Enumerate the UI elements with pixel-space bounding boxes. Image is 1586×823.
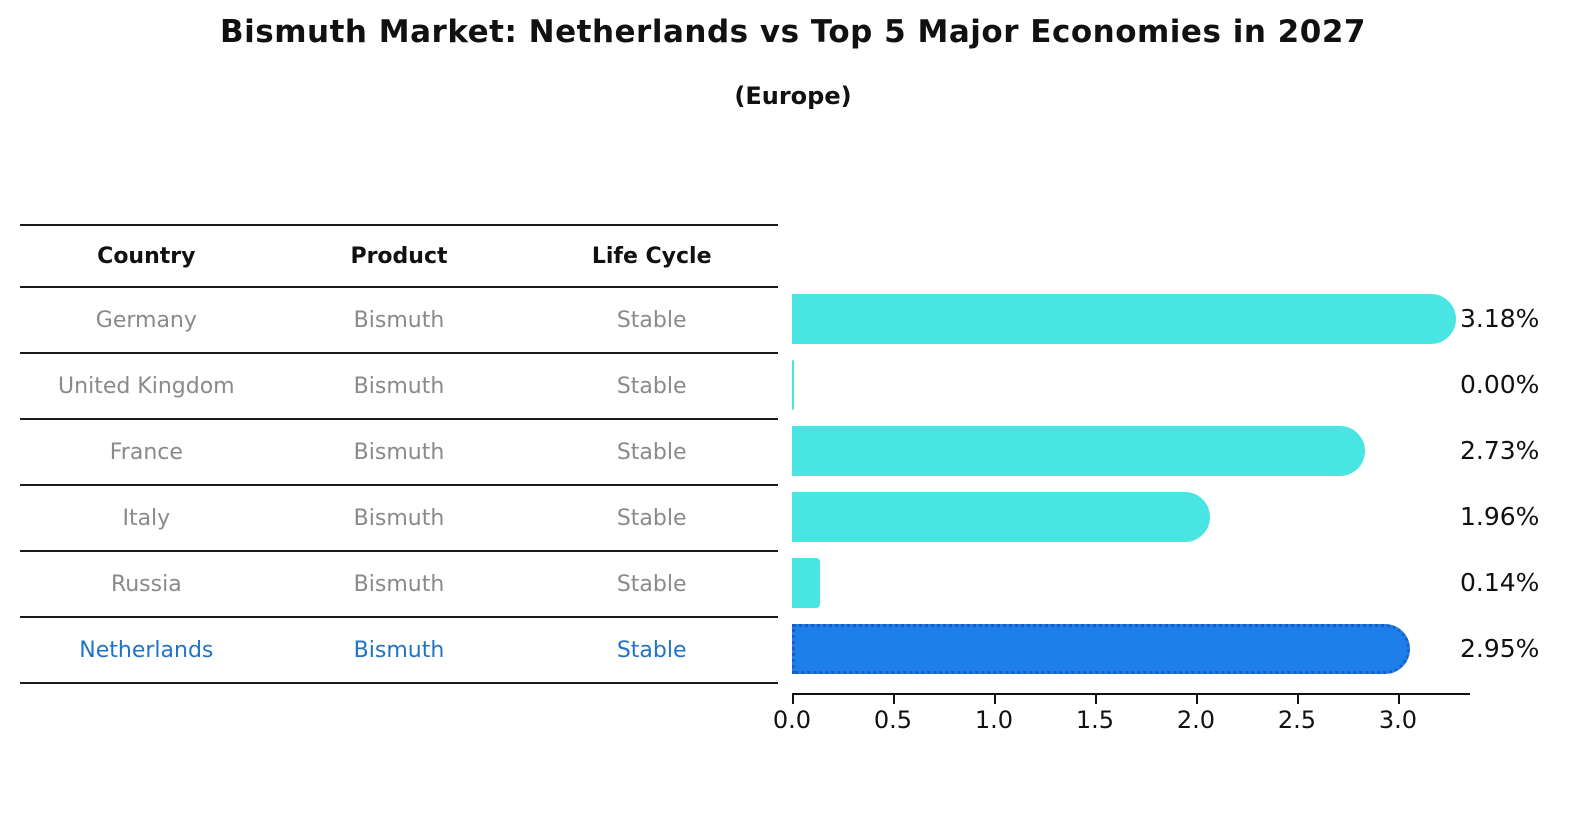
bar-value-label: 0.14% xyxy=(1460,568,1540,597)
table-row: United Kingdom Bismuth Stable xyxy=(20,354,778,420)
product-cell: Bismuth xyxy=(353,307,445,333)
product-cell: Bismuth xyxy=(353,373,445,399)
x-axis-tick-label: 1.0 xyxy=(974,706,1014,734)
column-header-product: Product xyxy=(350,243,448,269)
x-axis-tick-label: 1.5 xyxy=(1075,706,1115,734)
table-row: Germany Bismuth Stable xyxy=(20,288,778,354)
product-cell: Bismuth xyxy=(353,439,445,465)
bar-value-label: 3.18% xyxy=(1460,304,1540,333)
bar-netherlands xyxy=(792,624,1410,674)
table-row: Italy Bismuth Stable xyxy=(20,486,778,552)
bar-germany xyxy=(792,294,1456,344)
bar-france xyxy=(792,426,1365,476)
x-axis-tick-mark xyxy=(994,695,996,704)
product-cell: Bismuth xyxy=(353,571,445,597)
country-cell: Russia xyxy=(110,571,182,597)
x-axis-tick-mark xyxy=(893,695,895,704)
country-cell: Italy xyxy=(122,505,171,531)
bar-value-label: 1.96% xyxy=(1460,502,1540,531)
bar-united-kingdom xyxy=(792,360,794,410)
x-axis-tick-mark xyxy=(1095,695,1097,704)
country-table: Country Product Life Cycle Germany Bismu… xyxy=(20,224,778,684)
life-cycle-cell: Stable xyxy=(616,571,687,597)
country-cell: France xyxy=(109,439,183,465)
x-axis-tick-mark xyxy=(1398,695,1400,704)
x-axis-tick-label: 2.0 xyxy=(1176,706,1216,734)
x-axis-tick-label: 2.5 xyxy=(1277,706,1317,734)
chart-subtitle: (Europe) xyxy=(734,82,852,110)
x-axis-tick-mark xyxy=(1297,695,1299,704)
bar-italy xyxy=(792,492,1210,542)
table-row: Russia Bismuth Stable xyxy=(20,552,778,618)
life-cycle-cell: Stable xyxy=(616,373,687,399)
bar-value-label: 0.00% xyxy=(1460,370,1540,399)
x-axis-tick-mark xyxy=(792,695,794,704)
country-cell: Germany xyxy=(95,307,197,333)
x-axis-line xyxy=(792,693,1470,695)
product-cell: Bismuth xyxy=(353,505,445,531)
x-axis-tick-label: 0.0 xyxy=(772,706,812,734)
country-cell: United Kingdom xyxy=(58,373,235,399)
table-row: France Bismuth Stable xyxy=(20,420,778,486)
bar-value-label: 2.73% xyxy=(1460,436,1540,465)
bar-value-label: 2.95% xyxy=(1460,634,1540,663)
life-cycle-cell: Stable xyxy=(616,439,687,465)
column-header-life-cycle: Life Cycle xyxy=(591,243,712,269)
bar-russia xyxy=(792,558,820,608)
column-header-country: Country xyxy=(97,243,196,269)
life-cycle-cell: Stable xyxy=(616,307,687,333)
x-axis-tick-label: 3.0 xyxy=(1378,706,1418,734)
country-cell: Netherlands xyxy=(79,637,214,663)
x-axis-tick-label: 0.5 xyxy=(873,706,913,734)
chart-title: Bismuth Market: Netherlands vs Top 5 Maj… xyxy=(220,14,1366,50)
table-header-row: Country Product Life Cycle xyxy=(20,226,778,288)
x-axis-tick-mark xyxy=(1196,695,1198,704)
table-row-netherlands-highlighted: Netherlands Bismuth Stable xyxy=(20,618,778,684)
product-cell: Bismuth xyxy=(353,637,445,663)
life-cycle-cell: Stable xyxy=(616,505,687,531)
life-cycle-cell: Stable xyxy=(616,637,687,663)
